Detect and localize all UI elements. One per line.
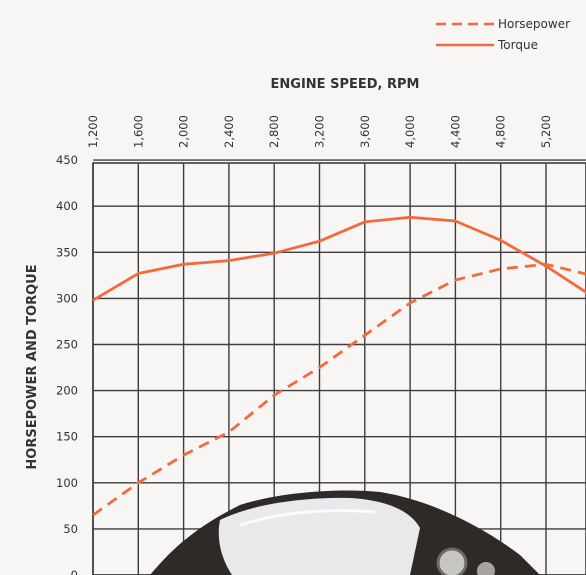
x-tick-label: 4,400	[448, 115, 462, 148]
y-tick-label: 350	[56, 245, 78, 259]
x-tick-label: 2,800	[267, 115, 281, 148]
engine-photo	[150, 491, 540, 575]
y-tick-label: 250	[56, 338, 78, 352]
series-horsepower	[93, 264, 586, 515]
x-axis-title: ENGINE SPEED, RPM	[271, 77, 420, 92]
series-torque	[93, 217, 586, 300]
engine-cover	[219, 498, 420, 575]
y-tick-label: 100	[56, 476, 78, 490]
legend-label-torque: Torque	[497, 38, 538, 52]
x-tick-label: 2,400	[222, 115, 236, 148]
legend-label-horsepower: Horsepower	[498, 17, 570, 31]
x-tick-label: 3,200	[313, 115, 327, 148]
legend: Horsepower Torque	[436, 17, 570, 52]
y-axis-title: HORSEPOWER AND TORQUE	[25, 264, 40, 469]
x-tick-label: 3,600	[358, 115, 372, 148]
y-tick-label: 450	[56, 153, 78, 167]
series-group	[93, 217, 586, 515]
x-tick-label: 1,200	[86, 115, 100, 148]
x-axis-ticks: 1,200 1,600 2,000 2,400 2,800 3,200 3,600 4,000…	[86, 115, 586, 148]
x-tick-label: 5,200	[539, 115, 553, 148]
x-tick-label: 2,000	[177, 115, 191, 148]
x-tick-label: 1,600	[131, 115, 145, 148]
y-tick-label: 200	[56, 384, 78, 398]
y-tick-label: 150	[56, 430, 78, 444]
x-tick-label: 4,800	[494, 115, 508, 148]
x-tick-label: 4,000	[403, 115, 417, 148]
y-tick-label: 50	[63, 522, 78, 536]
y-axis-ticks: 450 400 350 300 250 200 150 100 50 0	[56, 153, 78, 575]
engine-pulley	[438, 549, 466, 575]
y-tick-label: 0	[71, 568, 78, 575]
y-tick-label: 400	[56, 199, 78, 213]
y-tick-label: 300	[56, 291, 78, 305]
